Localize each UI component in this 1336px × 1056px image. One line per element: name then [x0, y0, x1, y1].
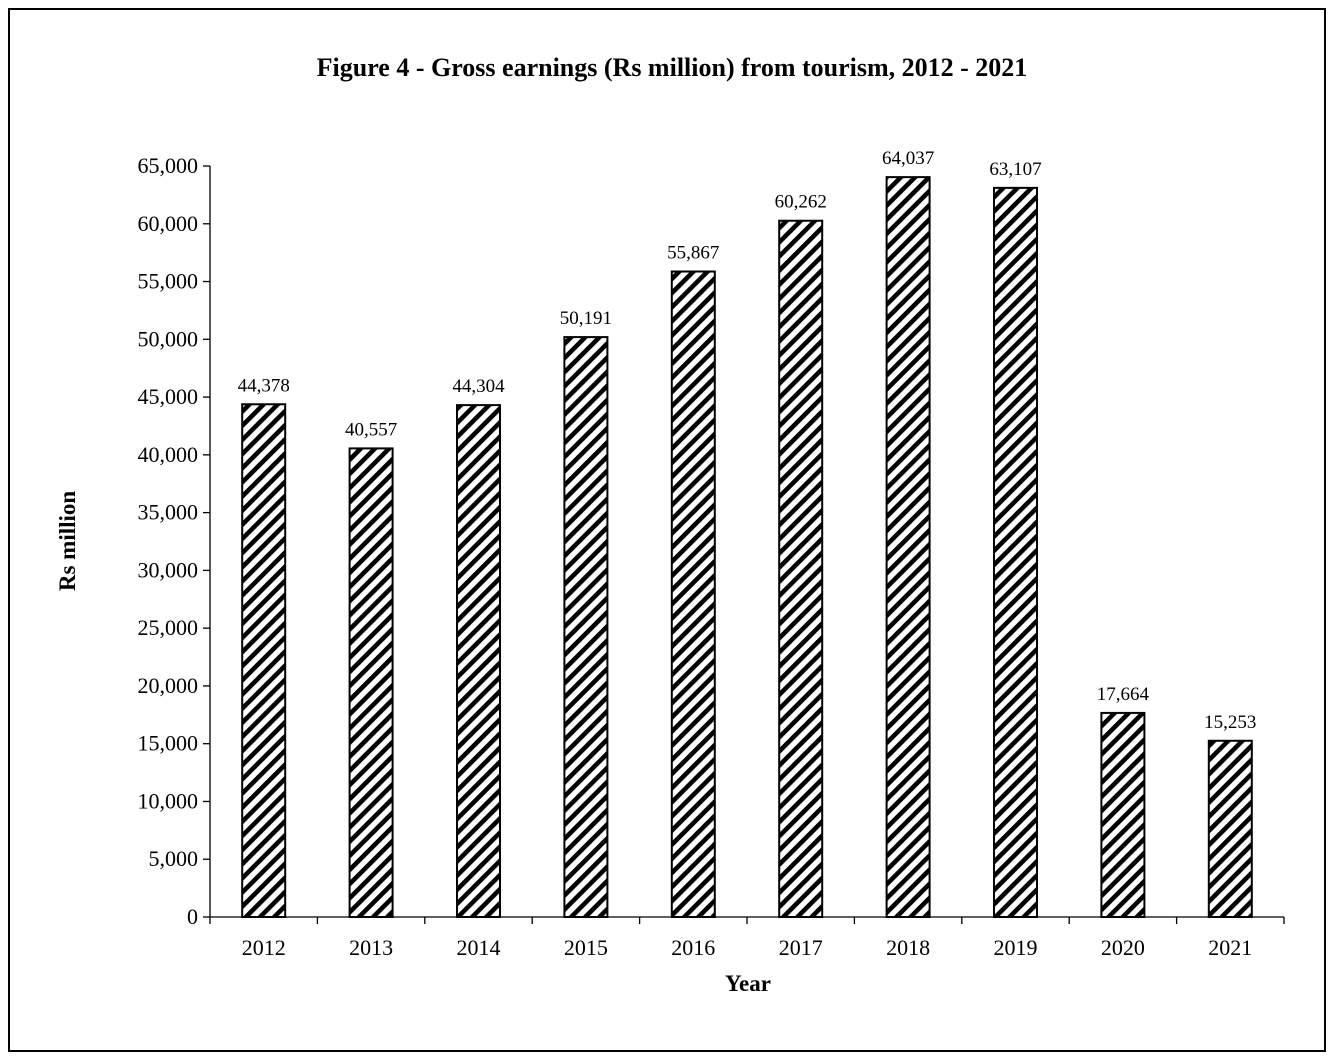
bar-2017 [778, 219, 824, 918]
x-tick-label-2013: 2013 [349, 935, 393, 960]
bar-2012 [241, 403, 287, 918]
y-tick-label: 65,000 [138, 153, 199, 178]
y-tick-label: 40,000 [138, 442, 199, 467]
data-label-2012: 44,378 [238, 375, 290, 396]
y-tick-label: 60,000 [138, 211, 199, 236]
y-tick-label: 35,000 [138, 500, 199, 525]
y-axis-title: Rs million [55, 491, 80, 592]
bar-2013 [348, 447, 394, 918]
y-tick-label: 10,000 [138, 788, 199, 813]
data-label-2020: 17,664 [1097, 684, 1150, 705]
chart-title: Figure 4 - Gross earnings (Rs million) f… [317, 53, 1028, 82]
y-tick-label: 25,000 [138, 615, 199, 640]
x-tick-label-2012: 2012 [242, 935, 286, 960]
bar-2014 [456, 404, 501, 918]
x-tick-label-2014: 2014 [457, 935, 501, 960]
y-tick-label: 0 [187, 904, 198, 929]
bar-2016 [670, 270, 716, 918]
plot-area: 0 5,000 10,000 15,000 20,000 25,000 30,000 35,0… [138, 148, 1285, 960]
y-tick-label: 15,000 [138, 731, 199, 756]
data-label-2013: 40,557 [345, 419, 397, 440]
y-tick-label: 45,000 [138, 384, 199, 409]
x-tick-label-2016: 2016 [671, 935, 715, 960]
bar-2020 [1100, 711, 1146, 918]
bar-2015 [563, 336, 609, 919]
data-label-2017: 60,262 [775, 192, 827, 213]
data-label-2015: 50,191 [560, 308, 612, 329]
data-label-2021: 15,253 [1204, 712, 1256, 733]
y-tick-label: 5,000 [149, 846, 199, 871]
data-label-2014: 44,304 [452, 376, 505, 397]
y-tick-label: 55,000 [138, 269, 199, 294]
x-tick-label-2019: 2019 [994, 935, 1038, 960]
x-tick-label-2020: 2020 [1101, 935, 1145, 960]
x-axis-title: Year [725, 971, 771, 996]
y-tick-label: 20,000 [138, 673, 199, 698]
data-label-2019: 63,107 [989, 159, 1041, 180]
bar-2021 [1207, 739, 1253, 918]
x-tick-label-2017: 2017 [779, 935, 823, 960]
data-label-2016: 55,867 [667, 243, 719, 264]
x-tick-label-2015: 2015 [564, 935, 608, 960]
y-tick-label: 50,000 [138, 326, 199, 351]
x-tick-label-2021: 2021 [1208, 935, 1252, 960]
data-label-2018: 64,037 [882, 148, 934, 169]
y-tick-label: 30,000 [138, 557, 199, 582]
bar-2018 [885, 176, 931, 919]
x-tick-label-2018: 2018 [886, 935, 930, 960]
bar-2019 [993, 186, 1038, 918]
